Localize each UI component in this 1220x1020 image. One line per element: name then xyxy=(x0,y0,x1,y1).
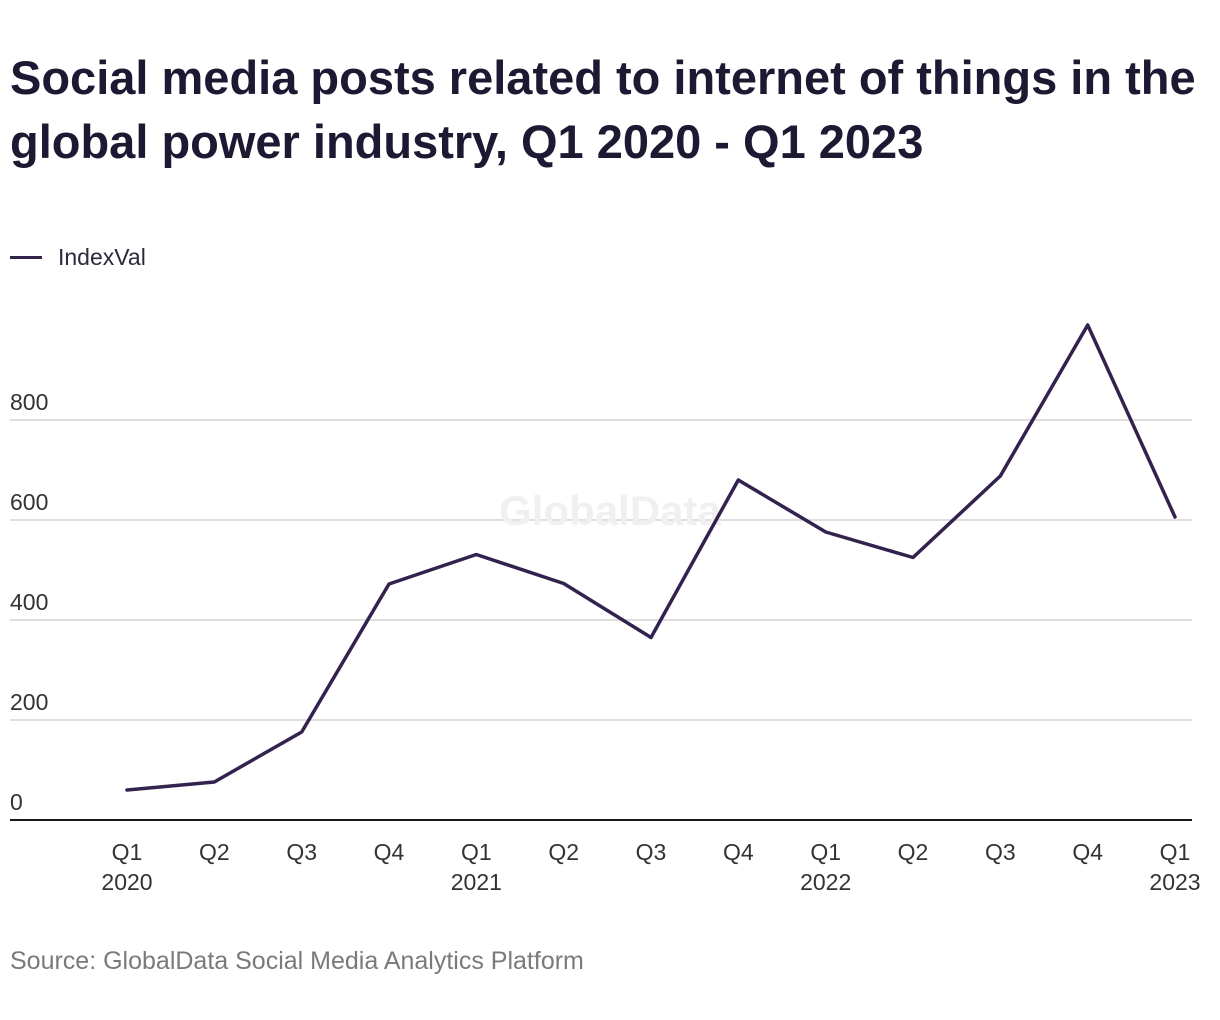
legend: IndexVal xyxy=(10,244,146,271)
x-tick-label: Q1 xyxy=(1160,839,1191,865)
x-tick-label: Q2 xyxy=(199,839,230,865)
x-tick-year-label: 2023 xyxy=(1149,869,1200,895)
x-tick-label: Q3 xyxy=(636,839,667,865)
x-tick-label: Q1 xyxy=(112,839,143,865)
legend-label-indexval: IndexVal xyxy=(58,244,146,270)
gridlines xyxy=(10,419,1192,721)
x-axis-labels: Q1 2020 Q2 Q3 Q4 Q1 2021 Q2 Q3 Q4 Q1 2022 Q2 Q3 Q4 Q1 20… xyxy=(101,839,1200,895)
x-tick-label: Q1 xyxy=(810,839,841,865)
y-tick-label: 600 xyxy=(10,489,48,515)
y-tick-label: 400 xyxy=(10,589,48,615)
x-tick-label: Q4 xyxy=(723,839,754,865)
x-tick-label: Q1 xyxy=(461,839,492,865)
source-note: Source: GlobalData Social Media Analytic… xyxy=(10,947,584,975)
y-tick-label: 0 xyxy=(10,789,23,815)
legend-swatch-indexval xyxy=(10,256,42,259)
x-tick-label: Q3 xyxy=(985,839,1016,865)
y-axis-labels: 0 200 400 600 800 xyxy=(10,389,48,815)
watermark: GlobalData xyxy=(499,487,721,534)
x-tick-label: Q4 xyxy=(374,839,405,865)
y-tick-label: 800 xyxy=(10,389,48,415)
x-tick-label: Q4 xyxy=(1072,839,1103,865)
x-tick-label: Q2 xyxy=(898,839,929,865)
x-tick-label: Q3 xyxy=(286,839,317,865)
x-tick-year-label: 2021 xyxy=(451,869,502,895)
chart-title: Social media posts related to internet o… xyxy=(10,51,1196,168)
x-tick-year-label: 2022 xyxy=(800,869,851,895)
y-tick-label: 200 xyxy=(10,689,48,715)
x-tick-label: Q2 xyxy=(548,839,579,865)
x-tick-year-label: 2020 xyxy=(101,869,152,895)
